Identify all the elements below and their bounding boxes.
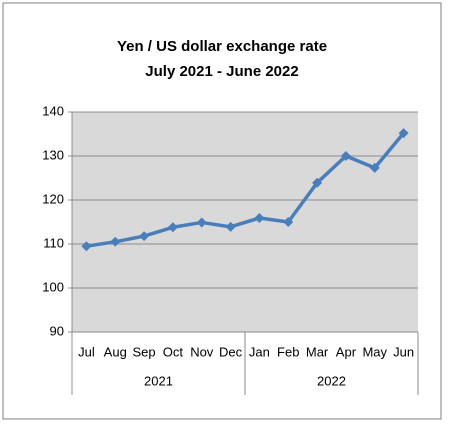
group-label: 2022 — [317, 373, 346, 388]
x-tick-label: Feb — [277, 344, 299, 359]
marker — [369, 162, 380, 173]
marker — [283, 217, 294, 227]
marker — [81, 241, 92, 252]
marker — [110, 236, 121, 247]
x-tick-label: Jun — [393, 344, 414, 359]
x-tick-label: May — [362, 344, 387, 359]
y-tick-label: 110 — [43, 235, 64, 250]
y-tick-label: 120 — [42, 191, 64, 206]
x-tick-label: Mar — [306, 344, 329, 359]
x-tick-label: Nov — [190, 344, 214, 359]
y-tick-label: 130 — [42, 147, 64, 162]
x-tick-label: Jan — [249, 344, 270, 359]
x-tick-label: Sep — [133, 344, 156, 359]
group-label: 2021 — [144, 373, 173, 388]
x-tick-label: Dec — [219, 344, 243, 359]
y-tick-label: 100 — [42, 279, 64, 294]
chart-title: Yen / US dollar exchange rate — [117, 38, 327, 55]
y-tick-label: 90 — [50, 323, 64, 338]
marker — [312, 177, 323, 188]
x-tick-label: Oct — [163, 344, 184, 359]
x-tick-label: Apr — [336, 344, 357, 359]
marker — [139, 231, 150, 242]
x-tick-label: Aug — [104, 344, 127, 359]
x-tick-label: Jul — [78, 344, 95, 359]
y-tick-label: 140 — [42, 103, 64, 118]
marker — [398, 128, 409, 139]
marker — [225, 221, 236, 232]
chart-subtitle: July 2021 - June 2022 — [145, 63, 298, 80]
marker — [340, 151, 351, 161]
marker — [167, 222, 178, 233]
marker — [196, 217, 207, 228]
series-line — [86, 132, 405, 248]
marker — [254, 213, 265, 224]
